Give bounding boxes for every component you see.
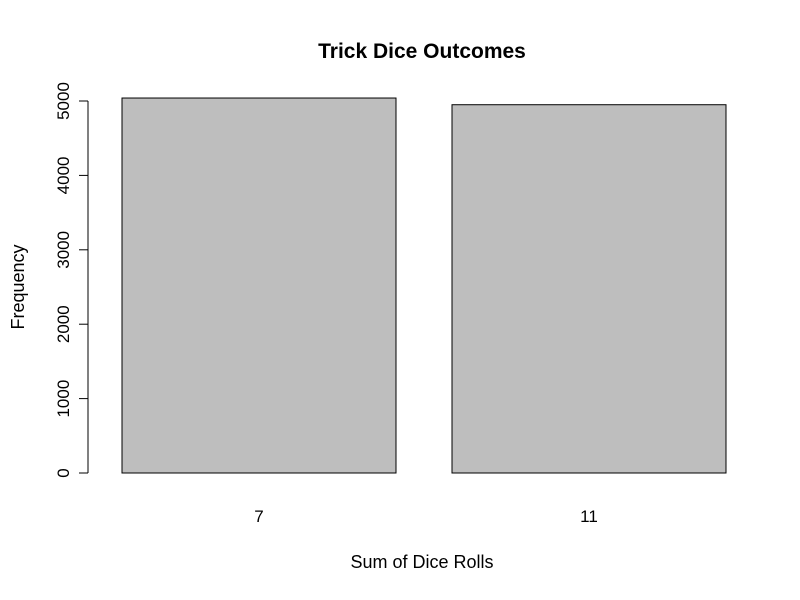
y-tick-label: 1000 <box>54 380 73 418</box>
bars-group <box>121 97 727 474</box>
x-tick-labels: 7 11 <box>254 507 598 526</box>
y-axis-label: Frequency <box>8 244 28 329</box>
bar-11 <box>451 104 727 474</box>
y-tick-label: 5000 <box>54 82 73 120</box>
y-tick-label: 2000 <box>54 305 73 343</box>
y-axis: 0 1000 2000 3000 4000 5000 <box>54 82 89 478</box>
bar-7 <box>121 97 397 474</box>
x-tick-label: 7 <box>254 507 263 526</box>
chart-title: Trick Dice Outcomes <box>318 40 526 63</box>
y-tick-label: 4000 <box>54 156 73 194</box>
x-axis-label: Sum of Dice Rolls <box>350 552 493 572</box>
x-tick-label: 11 <box>580 507 598 526</box>
y-tick-label: 0 <box>54 468 73 477</box>
y-tick-label: 3000 <box>54 231 73 269</box>
